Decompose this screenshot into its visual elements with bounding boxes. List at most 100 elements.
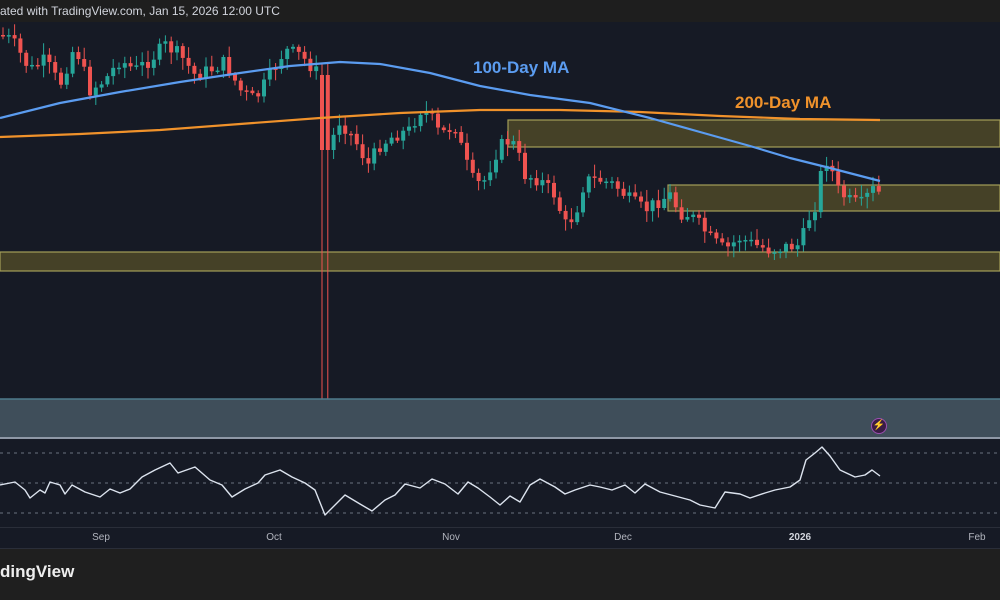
x-axis-label: Dec xyxy=(614,532,632,543)
candle-body xyxy=(273,68,278,70)
candle-body xyxy=(540,180,545,186)
candle-body xyxy=(151,59,156,68)
candle-body xyxy=(407,126,411,131)
candle-body xyxy=(372,148,377,164)
candle-body xyxy=(24,52,29,66)
candle-body xyxy=(482,180,487,182)
candle-body xyxy=(412,126,417,128)
candle-body xyxy=(795,245,800,250)
candle-body xyxy=(233,74,237,81)
candle-body xyxy=(743,240,748,242)
candle-body xyxy=(117,67,121,70)
candle-body xyxy=(105,76,110,85)
candle-body xyxy=(679,207,684,220)
candle-body xyxy=(592,176,597,178)
candle-body xyxy=(836,171,841,186)
candle-body xyxy=(644,201,649,212)
candle-body xyxy=(818,171,823,213)
candle-body xyxy=(511,141,516,145)
candle-body xyxy=(59,72,63,85)
candle-body xyxy=(256,93,261,97)
candle-body xyxy=(668,192,672,199)
tradingview-logo-text: dingView xyxy=(0,562,75,581)
x-axis-label: Nov xyxy=(442,532,460,543)
candle-body xyxy=(517,141,522,153)
candle-body xyxy=(70,52,75,74)
candle-body xyxy=(534,178,539,186)
price-chart-pane[interactable] xyxy=(0,22,1000,527)
x-axis-label: Sep xyxy=(92,532,110,543)
candle-body xyxy=(314,66,319,72)
candle-body xyxy=(18,38,23,53)
candle-body xyxy=(499,139,504,160)
candle-body xyxy=(418,114,423,127)
candle-body xyxy=(737,240,742,243)
candle-body xyxy=(523,152,527,180)
watermark-text: ated with TradingView.com, Jan 15, 2026 … xyxy=(0,4,280,18)
candle-body xyxy=(192,65,197,74)
candle-body xyxy=(488,172,493,181)
candle-body xyxy=(621,188,626,196)
candle-body xyxy=(662,198,667,208)
top-bar: ated with TradingView.com, Jan 15, 2026 … xyxy=(0,0,1000,22)
candle-body xyxy=(227,56,232,75)
candle-body xyxy=(650,200,655,212)
candle-body xyxy=(337,125,342,135)
candle-body xyxy=(702,217,707,232)
candle-body xyxy=(383,143,388,152)
candle-body xyxy=(586,176,591,193)
zone-rect xyxy=(0,251,1000,272)
candle-body xyxy=(441,127,446,131)
indicator-band xyxy=(0,399,1000,437)
lightning-icon[interactable]: ⚡ xyxy=(871,418,887,434)
candle-body xyxy=(99,84,104,88)
candle-body xyxy=(876,186,881,192)
candle-body xyxy=(134,65,139,67)
chart-canvas[interactable] xyxy=(0,22,1000,527)
candle-body xyxy=(505,139,510,145)
candle-body xyxy=(627,192,632,196)
candle-body xyxy=(697,214,701,218)
candle-body xyxy=(35,64,40,67)
candle-body xyxy=(325,75,330,150)
candle-body xyxy=(302,51,307,59)
candle-body xyxy=(12,35,17,39)
zone-rect xyxy=(507,119,1000,148)
ma200-line xyxy=(0,108,881,139)
candle-body xyxy=(859,196,864,199)
candle-body xyxy=(708,231,713,233)
candle-body xyxy=(1,35,5,37)
candle-body xyxy=(865,192,870,197)
candle-body xyxy=(331,134,336,150)
candle-body xyxy=(285,48,290,60)
candle-body xyxy=(389,137,394,144)
candle-body xyxy=(720,238,725,243)
candle-body xyxy=(569,219,574,223)
candle-body xyxy=(291,46,295,49)
time-axis[interactable]: Sep Oct Nov Dec 2026 Feb xyxy=(0,527,1000,549)
candle-body xyxy=(186,57,191,66)
candle-body xyxy=(557,197,562,211)
x-axis-label: Feb xyxy=(968,532,986,543)
candle-body xyxy=(401,130,406,141)
candle-body xyxy=(378,148,382,152)
candle-body xyxy=(209,66,214,72)
candle-body xyxy=(262,79,266,97)
candle-body xyxy=(198,73,203,79)
candle-body xyxy=(395,137,400,141)
candle-body xyxy=(807,220,812,229)
candle-body xyxy=(760,245,765,248)
candle-body xyxy=(546,180,551,183)
candle-body xyxy=(250,90,255,94)
ma100-line xyxy=(0,60,881,183)
candle-body xyxy=(842,185,846,198)
candle-body xyxy=(847,195,852,198)
candle-body xyxy=(685,217,690,220)
candle-body xyxy=(82,59,87,67)
candle-body xyxy=(215,70,220,73)
candle-body xyxy=(789,243,794,250)
candle-body xyxy=(30,64,34,67)
candle-body xyxy=(76,52,81,60)
candle-body xyxy=(349,133,353,136)
ma100-label: 100-Day MA xyxy=(473,58,570,77)
